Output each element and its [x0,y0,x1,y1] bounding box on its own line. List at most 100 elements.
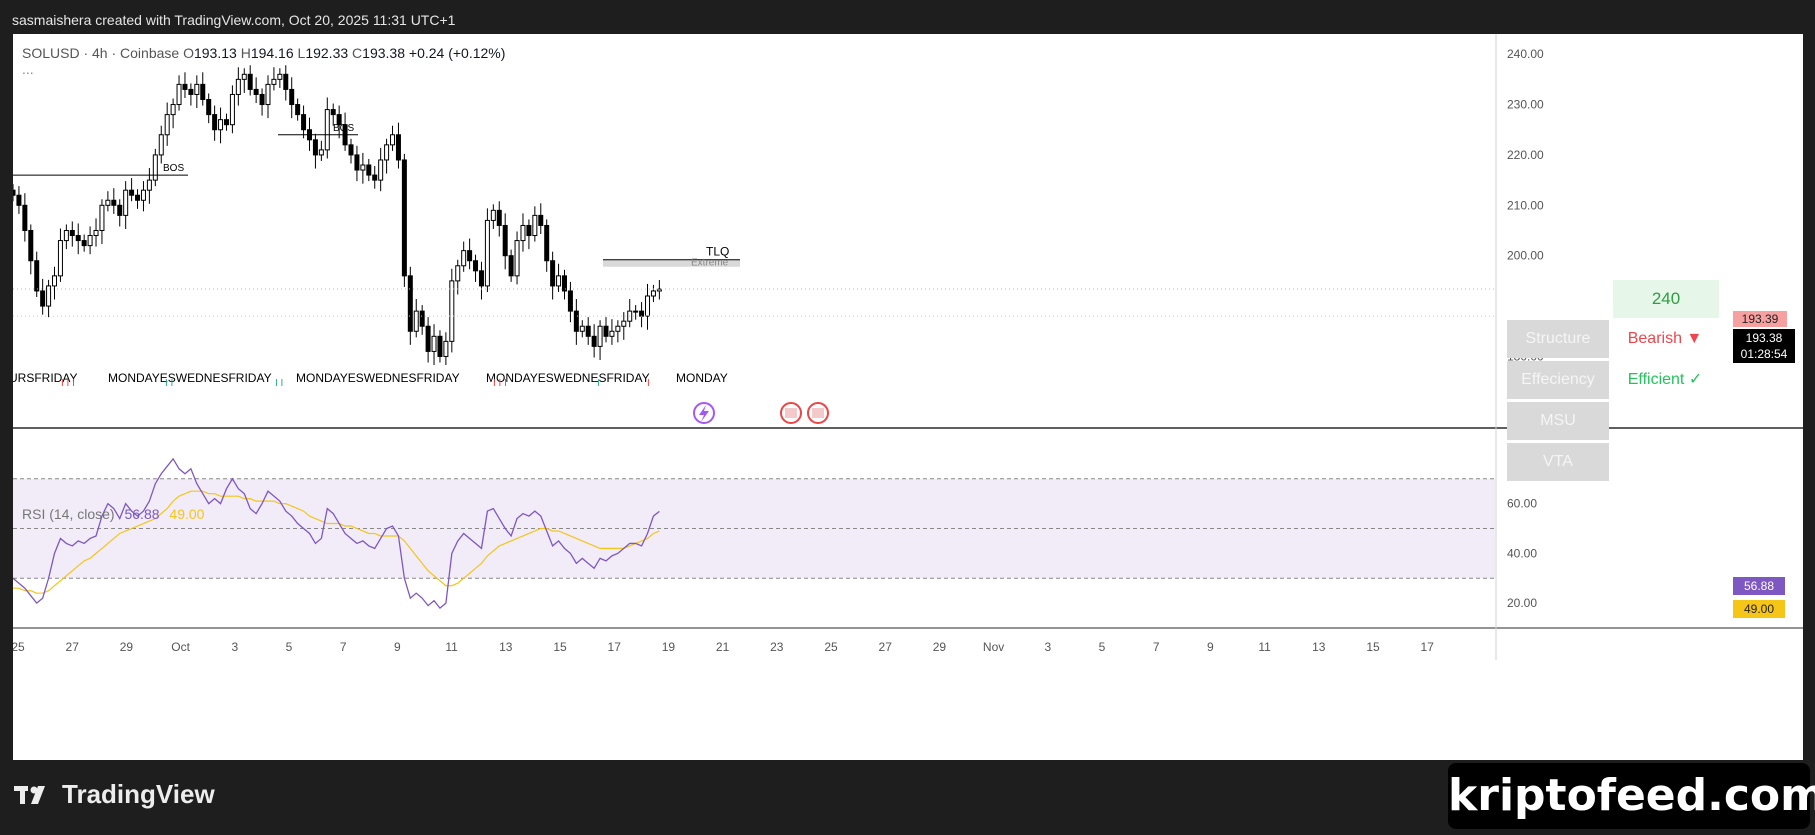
candle-body [502,224,508,257]
time-tick-label: 7 [340,640,347,654]
tlq-label: TLQ [706,245,729,259]
bar-countdown: 01:28:54 [1740,347,1788,361]
candle-body [93,230,99,237]
day-label: MONDAYESWEDNESFRIDAY [296,371,460,385]
time-tick-label: 11 [445,640,458,654]
rsi-label: RSI (14, close) [22,506,115,522]
last-price-value: 193.38 [1745,331,1783,345]
vta-button[interactable]: VTA [1507,443,1609,481]
candle-body [384,144,390,161]
time-tick-label: 19 [662,640,676,654]
candle-body [473,260,479,272]
candle-body [561,275,567,292]
candle-body [318,149,324,156]
rsi-legend[interactable]: RSI (14, close) 56.88 49.00 [22,506,204,522]
open-value: 193.13 [193,45,237,61]
candle-body [550,260,556,287]
time-tick-label: Nov [983,640,1004,654]
candle-body [633,310,639,313]
candle-body [13,189,16,196]
more-dots[interactable]: ... [22,61,34,77]
candle-body [360,164,366,171]
price-tick-label: 240.00 [1507,47,1544,61]
high-label: H [240,45,251,61]
candle-body [206,99,212,116]
time-tick-label: 9 [394,640,401,654]
high-value: 194.16 [250,45,294,61]
timeframe-box: 240 [1613,280,1719,318]
price-tick-label: 200.00 [1507,249,1544,263]
candle-body [431,335,437,352]
candle-body [81,240,87,247]
price-tick-label: 210.00 [1507,198,1544,212]
msu-button[interactable]: MSU [1507,402,1609,440]
rsi-ma-line [13,490,660,594]
efficiency-button[interactable]: Effeciency [1507,361,1609,399]
rsi-price-tag: 56.88 [1733,577,1785,595]
tradingview-logo[interactable]: TradingView [14,779,215,810]
candle-body [556,275,562,287]
candle-body [212,114,218,131]
time-tick-label: 3 [231,640,238,654]
bos-label: BOS [163,163,184,174]
candle-body [223,119,229,126]
time-tick-label: Oct [171,640,190,654]
candle-body [425,325,431,352]
structure-button[interactable]: Structure [1507,320,1609,358]
time-tick-label: 15 [553,640,567,654]
close-value: 193.38 [362,45,405,61]
candle-body [372,174,378,181]
symbol-name[interactable]: SOLUSD · 4h · Coinbase [22,45,180,61]
candle-body [111,199,117,206]
session-mark: I I [275,378,283,389]
candle-body [645,295,651,317]
candle-body [413,310,419,332]
candle-body [544,224,550,262]
tlq-zone [603,259,740,267]
ask-price-tag: 193.39 [1733,311,1787,327]
close-label: C [352,45,363,61]
candle-body [22,204,28,232]
price-tick-label: 230.00 [1507,98,1544,112]
candle-body [366,164,372,176]
time-tick-label: 9 [1207,640,1214,654]
session-mark: I [597,378,600,389]
candle-body [87,235,93,247]
attribution-bar: sasmaishera created with TradingView.com… [0,0,1815,34]
candle-body [295,104,301,116]
symbol-legend[interactable]: SOLUSD · 4h · Coinbase O193.13 H194.16 L… [22,45,505,77]
chart-area[interactable]: 240.00230.00220.00210.00200.00180.00170.… [13,34,1803,760]
time-tick-label: 17 [608,640,622,654]
candle-body [597,325,603,347]
candle-body [609,330,615,337]
candle-body [164,114,170,136]
candle-body [158,134,164,156]
candle-body [514,240,520,277]
time-tick-label: 3 [1044,640,1051,654]
candle-body [407,275,413,332]
session-mark: I I I [493,378,507,389]
candle-body [271,78,277,85]
candle-body [218,119,224,131]
candle-body [63,230,69,242]
candle-body [135,194,141,201]
candle-body [461,250,467,267]
flag-stripes-icon [785,408,797,418]
bos-label: BOS [333,123,354,134]
candle-body [484,219,490,287]
candle-body [28,230,34,262]
candle-body [520,224,526,242]
candle-body [324,109,330,151]
kriptofeed-watermark: kriptofeed.com [1448,763,1815,829]
candle-body [437,335,443,357]
candle-body [538,214,544,226]
candle-body [188,88,194,95]
time-tick-label: 27 [66,640,80,654]
chart-svg[interactable]: 240.00230.00220.00210.00200.00180.00170.… [13,34,1803,760]
price-tick-label: 220.00 [1507,148,1544,162]
candle-body [129,189,135,196]
low-label: L [297,45,306,61]
rsi-tick-label: 40.00 [1507,546,1537,560]
time-tick-label: 11 [1258,640,1271,654]
candle-body [478,270,484,287]
